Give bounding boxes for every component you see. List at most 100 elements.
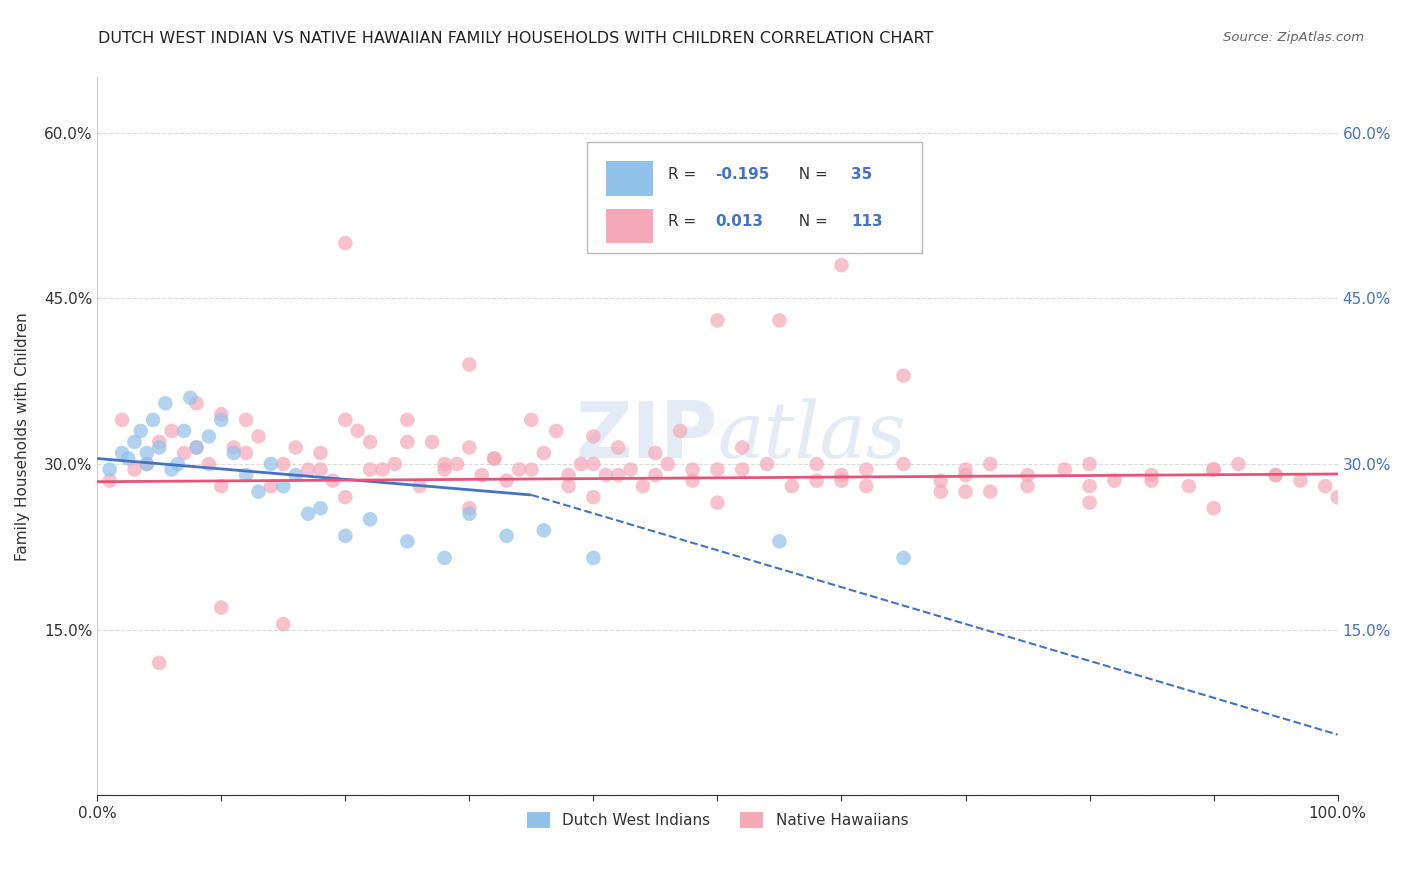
Point (929, 484, 952, 499)
Point (209, 413, 232, 427)
Point (1104, 474, 1126, 488)
Point (446, 457, 468, 471)
Point (1140, 468, 1163, 483)
Point (955, 468, 977, 483)
Point (1202, 462, 1225, 476)
Point (271, 457, 294, 471)
Point (756, 457, 779, 471)
Point (271, 479, 294, 493)
Point (135, 457, 157, 471)
Point (222, 446, 245, 460)
FancyBboxPatch shape (588, 142, 922, 253)
Point (322, 474, 344, 488)
Point (1078, 457, 1101, 471)
Point (186, 396, 208, 410)
Point (297, 507, 319, 521)
Point (1017, 479, 1039, 493)
Point (359, 462, 381, 476)
Point (806, 457, 828, 471)
Point (706, 313, 728, 327)
Text: 35: 35 (852, 167, 873, 182)
Point (260, 479, 283, 493)
Point (117, 451, 139, 466)
Point (135, 446, 157, 460)
Point (731, 441, 754, 455)
Text: DUTCH WEST INDIAN VS NATIVE HAWAIIAN FAMILY HOUSEHOLDS WITH CHILDREN CORRELATION: DUTCH WEST INDIAN VS NATIVE HAWAIIAN FAM… (98, 31, 934, 46)
Point (98, 462, 121, 476)
Point (1326, 490, 1348, 504)
Text: ZIP: ZIP (575, 399, 717, 475)
Point (768, 534, 790, 549)
Point (359, 512, 381, 526)
Point (271, 617, 294, 632)
Point (1078, 479, 1101, 493)
Point (682, 474, 704, 488)
Point (929, 474, 952, 488)
Bar (606, 209, 652, 244)
Text: N =: N = (789, 167, 832, 182)
Point (644, 446, 666, 460)
Point (508, 462, 530, 476)
Point (124, 462, 146, 476)
Point (631, 479, 654, 493)
Point (433, 550, 456, 565)
Point (1227, 457, 1250, 471)
Point (533, 524, 555, 538)
Point (979, 484, 1001, 499)
Point (582, 550, 605, 565)
Point (830, 474, 852, 488)
Point (682, 462, 704, 476)
Point (235, 468, 257, 483)
Point (855, 479, 877, 493)
Point (482, 451, 505, 466)
Point (247, 429, 270, 443)
Point (346, 424, 368, 438)
Point (855, 462, 877, 476)
Point (335, 529, 357, 543)
Point (607, 468, 630, 483)
Point (607, 441, 630, 455)
Point (1289, 474, 1312, 488)
Point (979, 457, 1001, 471)
Point (620, 462, 643, 476)
Point (482, 451, 505, 466)
Point (806, 474, 828, 488)
Point (396, 413, 419, 427)
Point (247, 484, 270, 499)
Point (235, 446, 257, 460)
Point (830, 258, 852, 272)
Point (396, 434, 419, 449)
Point (644, 468, 666, 483)
Point (98, 474, 121, 488)
Point (335, 490, 357, 504)
Point (384, 457, 406, 471)
Point (111, 413, 134, 427)
Point (1315, 479, 1337, 493)
Point (569, 457, 592, 471)
Point (335, 413, 357, 427)
Point (235, 413, 257, 427)
Text: Source: ZipAtlas.com: Source: ZipAtlas.com (1223, 31, 1364, 45)
Point (222, 441, 245, 455)
Point (893, 368, 915, 383)
Point (297, 462, 319, 476)
Point (669, 424, 692, 438)
Point (186, 441, 208, 455)
Point (284, 441, 307, 455)
Point (148, 656, 170, 670)
Legend: Dutch West Indians, Native Hawaiians: Dutch West Indians, Native Hawaiians (520, 805, 914, 834)
Point (893, 457, 915, 471)
Point (359, 434, 381, 449)
Point (209, 479, 232, 493)
Point (371, 462, 394, 476)
Point (768, 313, 790, 327)
Point (309, 501, 332, 516)
Point (198, 429, 221, 443)
Point (186, 441, 208, 455)
Point (309, 462, 332, 476)
Point (309, 446, 332, 460)
Point (1264, 468, 1286, 483)
Text: 0.013: 0.013 (716, 214, 763, 229)
Point (458, 358, 481, 372)
Point (148, 434, 170, 449)
